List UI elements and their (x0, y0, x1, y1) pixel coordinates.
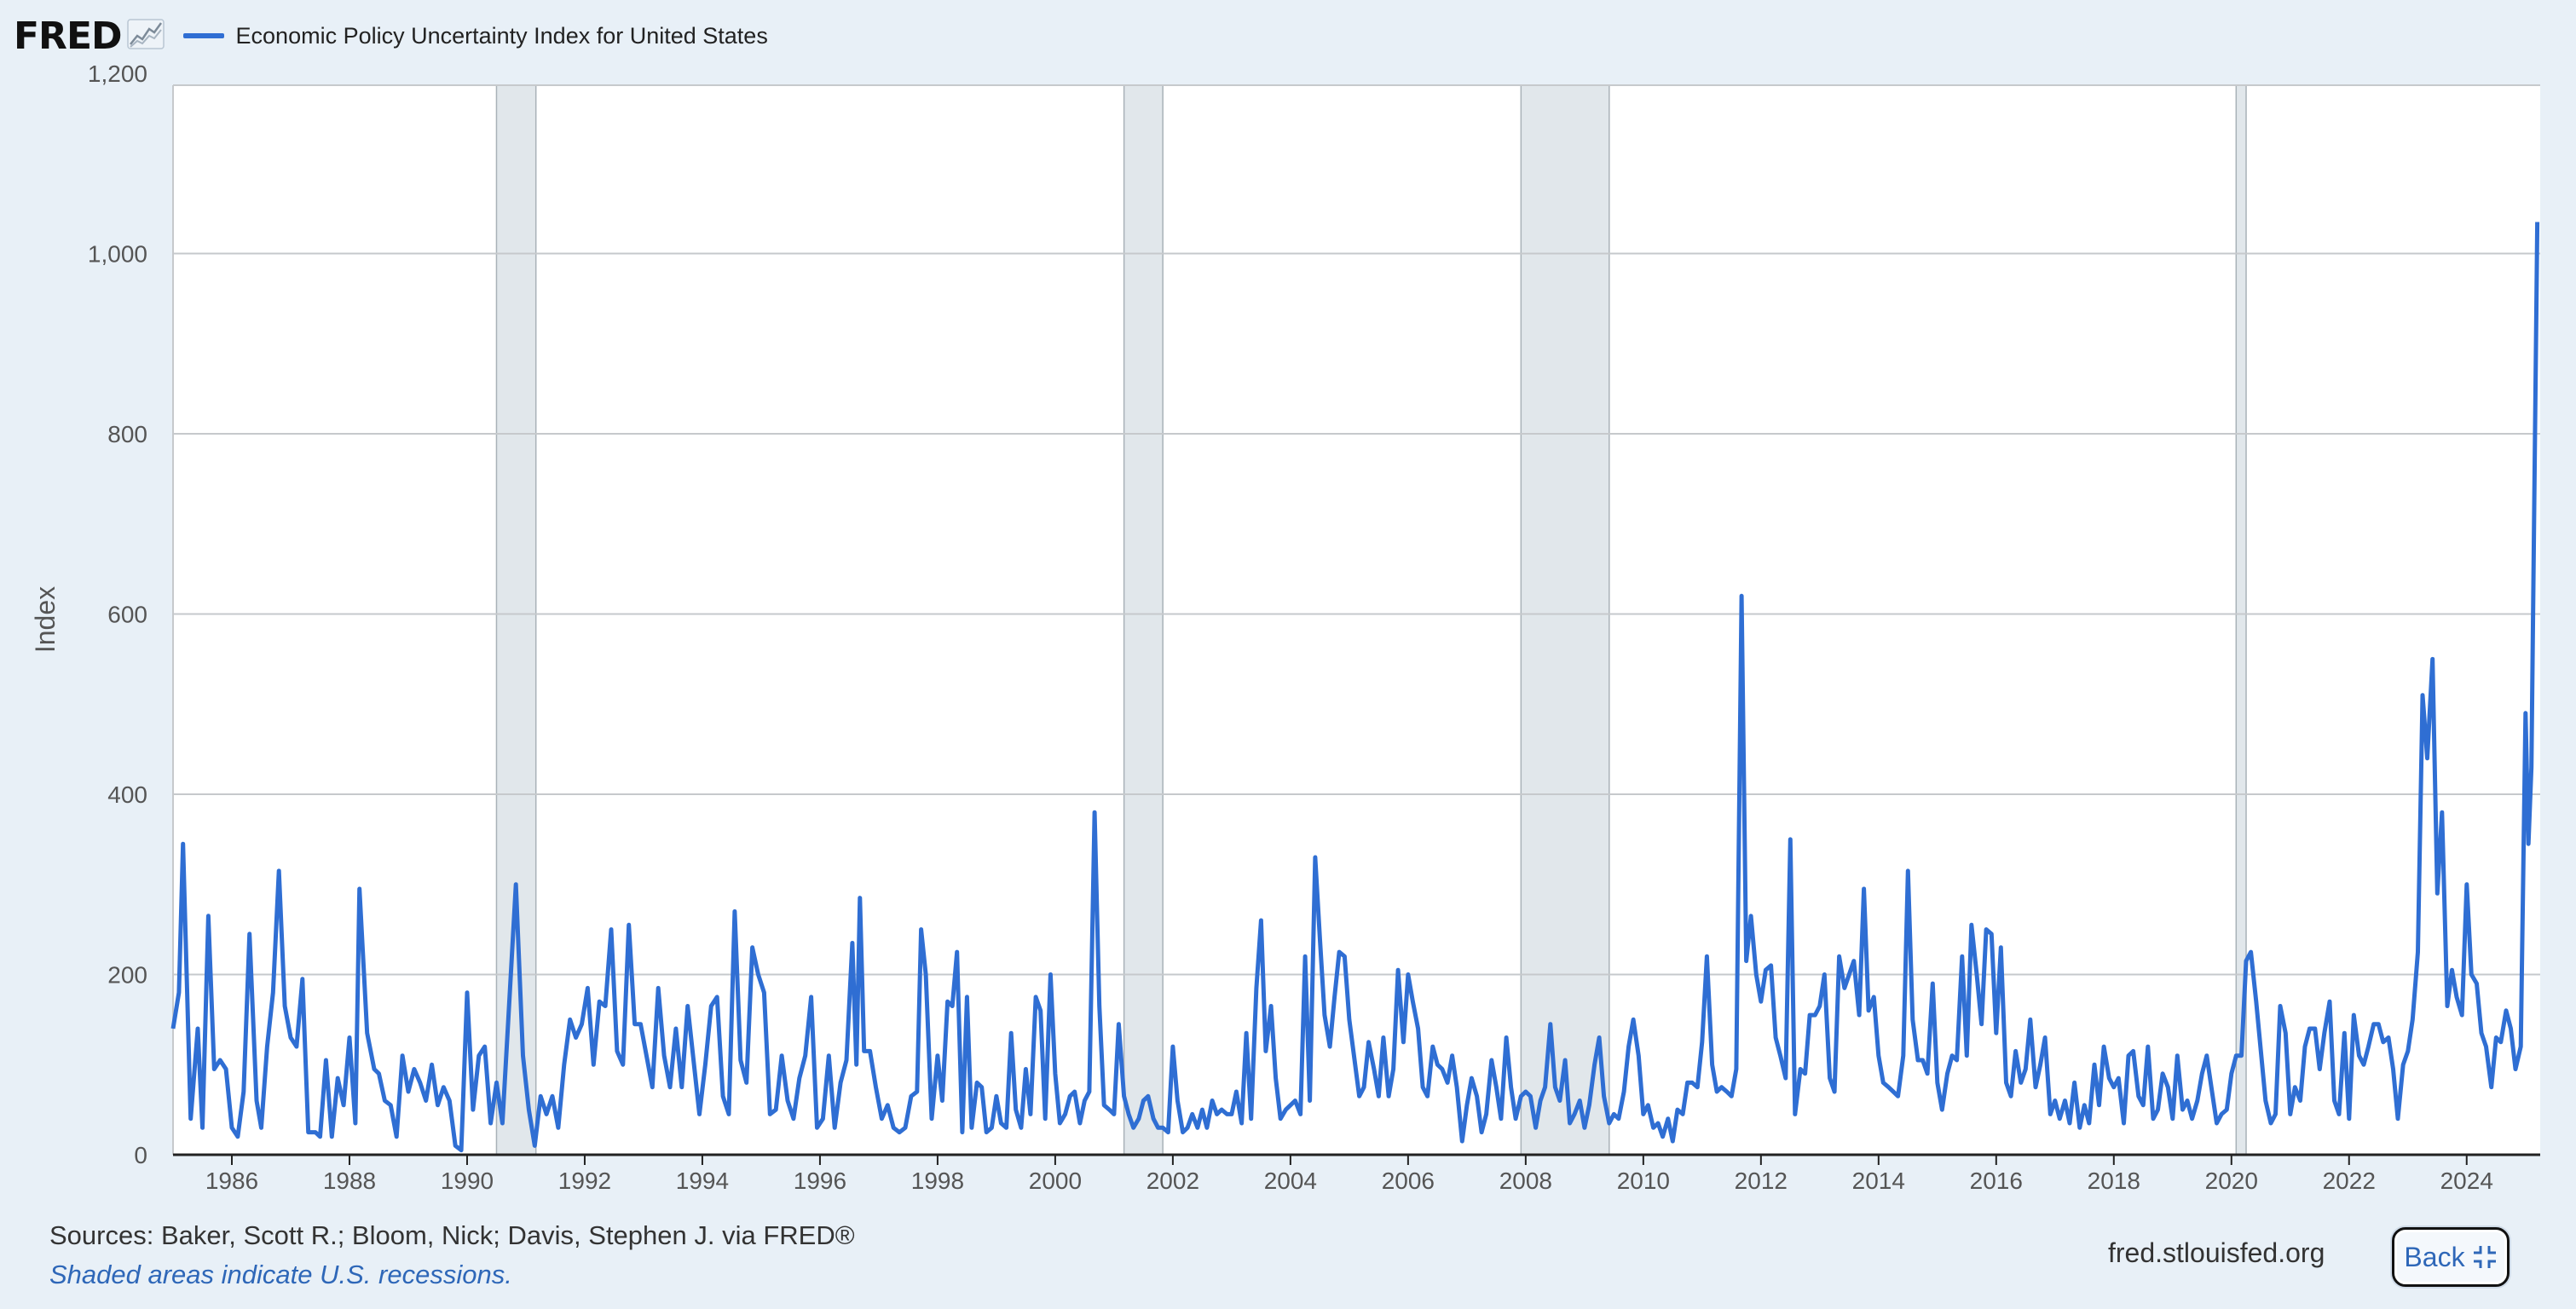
recession-shading-layer (173, 84, 2540, 1156)
fred-logo-text: FRED (14, 14, 123, 58)
x-tick-label: 2020 (2205, 1168, 2258, 1194)
recession-note: Shaded areas indicate U.S. recessions. (49, 1260, 512, 1289)
chart-legend: Economic Policy Uncertainty Index for Un… (182, 22, 768, 49)
x-tick-label: 2010 (1617, 1168, 1670, 1194)
legend-label: Economic Policy Uncertainty Index for Un… (235, 22, 768, 49)
series-layer (170, 222, 2540, 1153)
series-line-0 (170, 222, 2540, 1153)
x-tick-label: 2008 (1499, 1168, 1552, 1194)
y-tick-label: 800 (107, 421, 147, 447)
x-tick-label: 1990 (441, 1168, 494, 1194)
x-tick-label: 1994 (676, 1168, 729, 1194)
y-tick-label: 1,000 (88, 241, 147, 268)
back-button[interactable]: Back (2392, 1227, 2510, 1287)
x-tick-label: 2018 (2088, 1168, 2140, 1194)
x-tick-label: 2006 (1382, 1168, 1435, 1194)
sources-text: Sources: Baker, Scott R.; Bloom, Nick; D… (49, 1220, 855, 1250)
legend-swatch (182, 33, 224, 38)
x-tick-label: 2014 (1852, 1168, 1905, 1194)
x-tick-label: 1988 (323, 1168, 376, 1194)
recession-band-0 (495, 84, 537, 1156)
site-link[interactable]: fred.stlouisfed.org (2108, 1237, 2325, 1268)
x-tick-label: 2004 (1264, 1168, 1317, 1194)
x-tick-label: 1992 (558, 1168, 611, 1194)
y-tick-label: 0 (134, 1142, 147, 1168)
x-tick-label: 2022 (2323, 1168, 2376, 1194)
y-tick-label: 400 (107, 781, 147, 808)
line-chart: 0 200 400 600 800 1,000 1,200 1986 1988 1990 1992 1… (30, 61, 2540, 1194)
x-tick-label: 2016 (1970, 1168, 2023, 1194)
recession-band-1 (1123, 84, 1164, 1156)
x-tick-label: 1996 (794, 1168, 846, 1194)
collapse-icon (2472, 1244, 2498, 1270)
grid-layer (172, 84, 2540, 1155)
y-tick-label: 200 (107, 962, 147, 989)
x-tick-label: 1998 (911, 1168, 964, 1194)
x-tick-label: 2024 (2440, 1168, 2493, 1194)
y-tick-label: 1,200 (88, 61, 147, 87)
x-tick-label: 2002 (1146, 1168, 1199, 1194)
y-axis-label: Index (30, 586, 61, 653)
back-button-label: Back (2404, 1241, 2465, 1272)
y-tick-label: 600 (107, 602, 147, 628)
x-tick-label: 2000 (1029, 1168, 1082, 1194)
fred-graph-icon (126, 18, 165, 54)
x-tick-label: 1986 (205, 1168, 258, 1194)
recession-band-2 (1520, 84, 1610, 1156)
fred-logo[interactable]: FRED (14, 14, 165, 58)
axis-layer: 0 200 400 600 800 1,000 1,200 1986 1988 1990 1992 1… (88, 61, 2540, 1194)
x-tick-label: 2012 (1735, 1168, 1788, 1194)
chart-header: FRED Economic Policy Uncertainty Index f… (14, 12, 768, 60)
plot-area (173, 85, 2540, 1155)
